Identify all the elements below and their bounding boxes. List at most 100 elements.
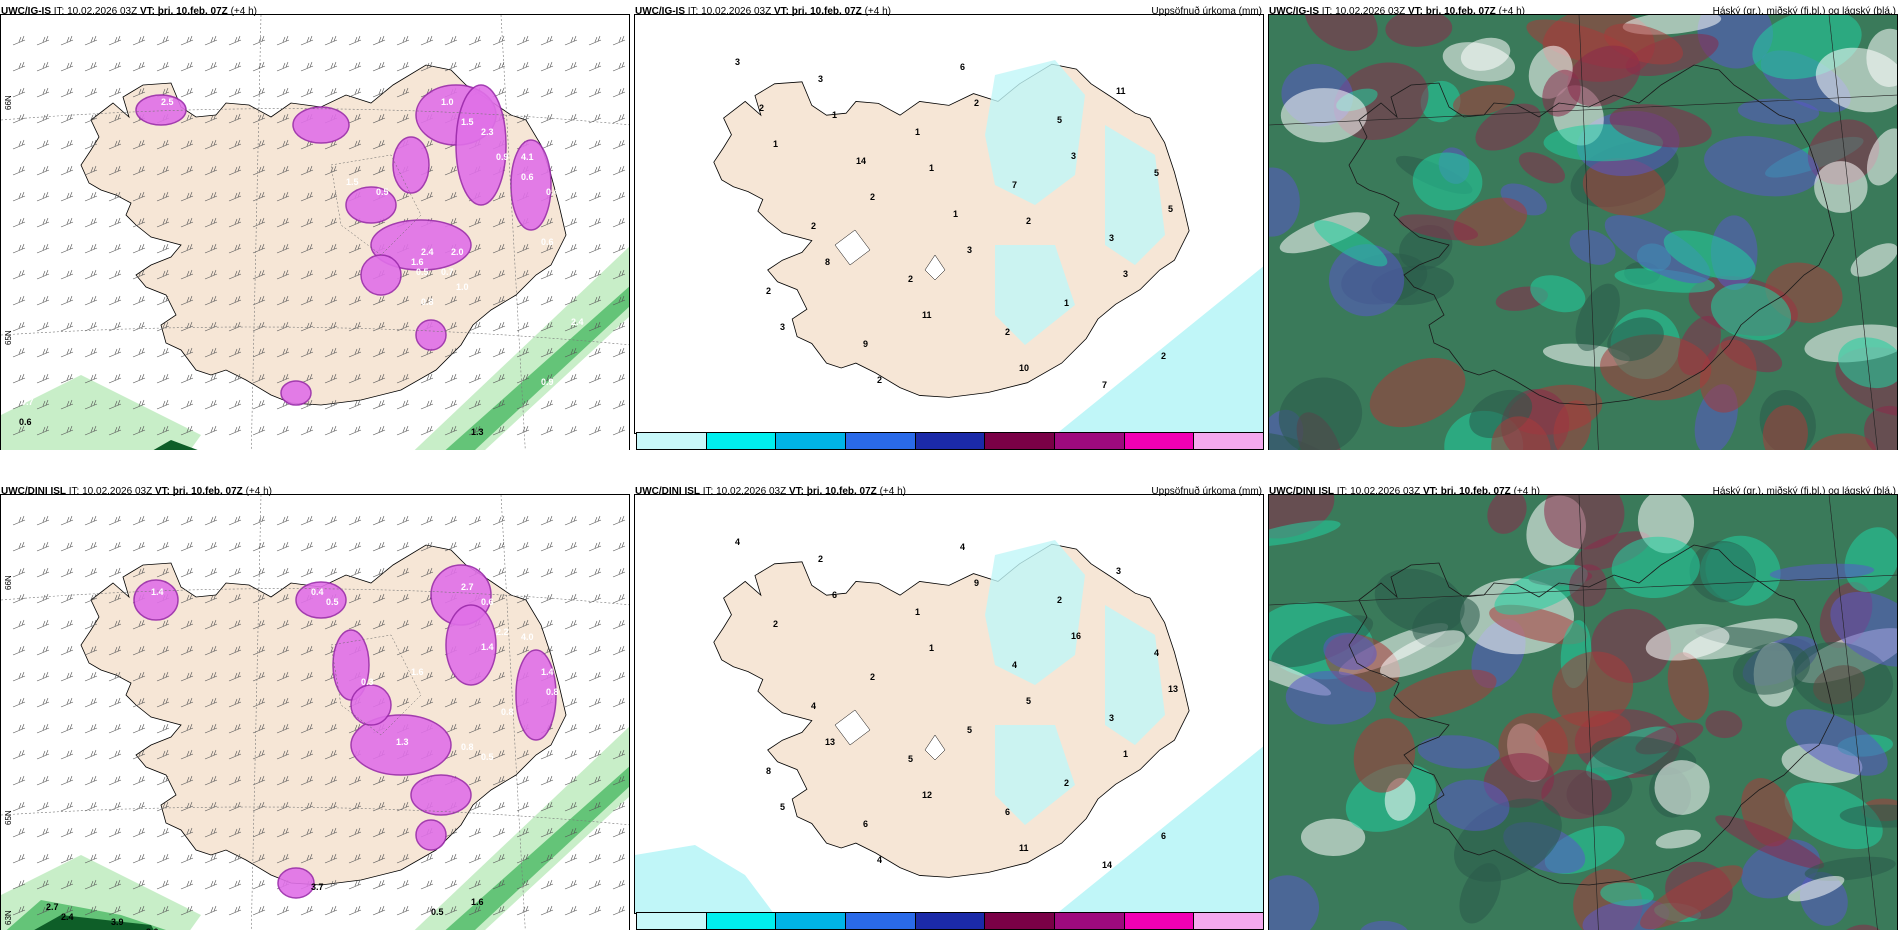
- wind-barb: [252, 541, 266, 552]
- wind-barb: [492, 269, 506, 280]
- wind-barb: [420, 541, 434, 552]
- wind-barb: [36, 697, 50, 708]
- precip-area: [280, 380, 312, 406]
- wind-barb: [324, 165, 338, 176]
- wind-barb: [372, 905, 386, 916]
- wind-barb: [12, 619, 26, 630]
- wind-barb: [156, 139, 170, 150]
- precip-value-label: 2: [773, 619, 778, 629]
- wind-barb: [108, 515, 122, 526]
- precip-value-label: 4: [735, 537, 740, 547]
- precip-value-label: 3: [1071, 151, 1076, 161]
- wind-barb: [516, 567, 530, 578]
- wind-barb: [540, 113, 554, 124]
- wind-barb: [228, 61, 242, 72]
- wind-barb: [12, 593, 26, 604]
- panel-title: Háský (gr.), miðský (fj.bl.) og lágský (…: [1712, 486, 1896, 497]
- precip-value-label: 11: [1116, 86, 1126, 96]
- wind-barb: [228, 905, 242, 916]
- precip-value-label: 2: [811, 221, 816, 231]
- precip-value-label: 2.3: [481, 127, 494, 137]
- wind-barb: [492, 749, 506, 760]
- cloud-area: [1269, 875, 1320, 930]
- accumulated-precip-panel-row2: UWC/DINI ISL IT: 10.02.2026 03Z VT: þri.…: [634, 480, 1266, 930]
- precip-value-label: 12: [922, 790, 932, 800]
- wind-barb: [204, 749, 218, 760]
- wind-barb: [156, 191, 170, 202]
- graticule-line: [1269, 94, 1897, 126]
- wind-barb: [420, 671, 434, 682]
- wind-barb: [36, 905, 50, 916]
- wind-barb: [84, 139, 98, 150]
- wind-barb: [612, 827, 626, 838]
- wind-barb: [588, 399, 602, 410]
- wind-barb: [156, 775, 170, 786]
- wind-barb: [180, 295, 194, 306]
- precip-value-label: 0.4: [311, 587, 324, 597]
- vt-value: þri. 10.feb. 07Z: [1440, 486, 1511, 497]
- wind-barb: [324, 515, 338, 526]
- wind-barb: [468, 515, 482, 526]
- precip-value-label: 3: [1123, 269, 1128, 279]
- wind-barb: [108, 827, 122, 838]
- wind-barb: [12, 723, 26, 734]
- wind-barb: [60, 113, 74, 124]
- wind-barb: [348, 373, 362, 384]
- lead-time: (+4 h): [245, 486, 272, 497]
- precip-value-label: 3: [735, 57, 740, 67]
- wind-barb: [444, 373, 458, 384]
- wind-barb: [252, 347, 266, 358]
- wind-barb: [396, 775, 410, 786]
- wind-barb: [372, 853, 386, 864]
- precip-area: [445, 604, 497, 686]
- wind-barb: [540, 217, 554, 228]
- wind-barb: [612, 243, 626, 254]
- wind-barb: [396, 373, 410, 384]
- map-frame: 3 1 1 2 3 3 2 2 3 5 8 11 10 11 1 2 3 1 2 3 1 7 3 2 9 6 5 5 2 2 2 7 2 14 1: [634, 14, 1264, 434]
- wind-barb: [348, 619, 362, 630]
- wind-barb: [204, 87, 218, 98]
- wind-barb: [348, 879, 362, 890]
- precip-value-label: 1: [915, 607, 920, 617]
- wind-barb: [300, 61, 314, 72]
- wind-barb: [60, 295, 74, 306]
- precip-value-label: 4: [1154, 648, 1159, 658]
- wind-barb: [612, 373, 626, 384]
- wind-barb: [228, 749, 242, 760]
- precip-value-label: 1.6: [411, 667, 424, 677]
- precip-area: [277, 867, 315, 899]
- wind-barb: [300, 801, 314, 812]
- wind-barb: [324, 775, 338, 786]
- precip-value-label: 2.4: [421, 247, 434, 257]
- wind-barb: [36, 619, 50, 630]
- cloud-area: [1304, 15, 1378, 51]
- wind-barb: [324, 399, 338, 410]
- wind-barb: [36, 269, 50, 280]
- cloud-area: [1574, 531, 1651, 571]
- wind-barb: [612, 269, 626, 280]
- it-value: 10.02.2026 03Z: [701, 6, 772, 17]
- wind-barb: [444, 541, 458, 552]
- wind-barb: [180, 593, 194, 604]
- wind-barb: [276, 541, 290, 552]
- cloud-area: [1839, 804, 1897, 828]
- precip-value-label: 13: [825, 737, 835, 747]
- precip-value-label: 0.5: [326, 597, 339, 607]
- colorbar-cell: [637, 433, 707, 449]
- wind-barb: [132, 775, 146, 786]
- lat-tick-label: 65N: [4, 330, 13, 345]
- wind-barb: [36, 827, 50, 838]
- wind-barb: [396, 541, 410, 552]
- wind-barb: [228, 515, 242, 526]
- wind-barb: [12, 295, 26, 306]
- wind-barb: [516, 243, 530, 254]
- wind-barb: [492, 593, 506, 604]
- wind-barb: [492, 515, 506, 526]
- panel-header: UWC/IG-IS IT: 10.02.2026 03Z VT: þri. 10…: [1268, 0, 1900, 26]
- lat-tick-label: 66N: [4, 95, 13, 110]
- precip-value-label: 2: [870, 672, 875, 682]
- wind-barb: [492, 217, 506, 228]
- wind-barb: [180, 567, 194, 578]
- wind-barb: [468, 853, 482, 864]
- wind-barb: [204, 243, 218, 254]
